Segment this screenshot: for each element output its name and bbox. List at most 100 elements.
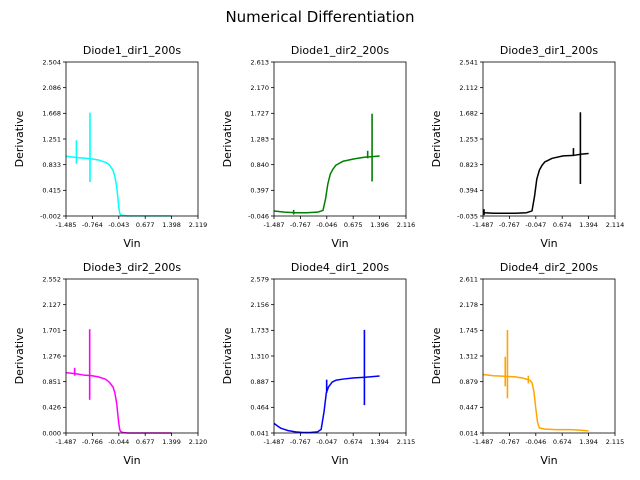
y-tick-label: 0.426 xyxy=(42,404,61,412)
x-tick-label: 1.394 xyxy=(579,438,598,446)
x-tick-label: -0.767 xyxy=(499,221,520,229)
y-tick-label: 0.887 xyxy=(250,378,269,386)
figure-title: Numerical Differentiation xyxy=(225,8,414,26)
y-tick-label: -0.035 xyxy=(457,212,478,220)
y-tick-label: 1.682 xyxy=(459,110,478,118)
y-tick-label: 1.668 xyxy=(42,110,61,118)
y-tick-label: 0.464 xyxy=(250,404,269,412)
subplot-title: Diode1_dir2_200s xyxy=(291,44,390,57)
x-axis-label: Vin xyxy=(123,237,140,250)
series-line xyxy=(482,373,589,432)
x-tick-label: -0.767 xyxy=(290,438,311,446)
x-tick-label: -0.766 xyxy=(82,438,103,446)
y-axis-label: Derivative xyxy=(430,327,443,384)
y-tick-label: 2.127 xyxy=(42,301,61,309)
y-tick-label: 2.112 xyxy=(459,84,478,92)
axes-frame xyxy=(482,61,616,217)
x-tick-label: 1.398 xyxy=(162,221,181,229)
y-tick-label: 2.504 xyxy=(42,58,61,66)
subplot-4: Diode3_dir2_200s -1.487 -0.766 -0.044 0.677 1… xyxy=(13,261,207,467)
x-tick-label: -0.764 xyxy=(82,221,103,229)
x-tick-label: -0.767 xyxy=(290,221,311,229)
x-tick-label: 0.675 xyxy=(344,221,363,229)
subplot-title: Diode3_dir1_200s xyxy=(500,44,599,57)
y-tick-label: 1.733 xyxy=(250,327,269,335)
y-tick-label: 1.310 xyxy=(250,352,269,360)
subplot-title: Diode3_dir2_200s xyxy=(83,261,182,274)
y-tick-label: 0.000 xyxy=(42,429,61,437)
x-tick-label: -0.046 xyxy=(525,438,546,446)
axes-frame xyxy=(273,278,407,434)
y-tick-label: 0.397 xyxy=(250,187,269,195)
y-tick-label: 1.251 xyxy=(42,135,61,143)
y-tick-label: 2.579 xyxy=(250,275,269,283)
y-tick-label: 0.041 xyxy=(250,429,269,437)
x-axis-label: Vin xyxy=(540,454,557,467)
y-tick-label: 1.701 xyxy=(42,327,61,335)
y-tick-label: 2.552 xyxy=(42,275,61,283)
x-axis-label: Vin xyxy=(123,454,140,467)
y-tick-label: 2.178 xyxy=(459,301,478,309)
x-tick-label: 0.677 xyxy=(136,221,155,229)
x-axis-label: Vin xyxy=(540,237,557,250)
subplot-title: Diode4_dir1_200s xyxy=(291,261,390,274)
x-tick-label: 2.115 xyxy=(397,438,416,446)
subplot-1: Diode1_dir1_200s -1.485 -0.764 -0.043 0.677 1… xyxy=(13,44,207,250)
y-tick-label: 2.541 xyxy=(459,58,478,66)
y-tick-label: 2.613 xyxy=(250,58,269,66)
y-tick-label: 2.611 xyxy=(459,275,478,283)
x-tick-label: -0.047 xyxy=(525,221,546,229)
x-tick-label: -1.487 xyxy=(264,221,285,229)
y-tick-label: 0.415 xyxy=(42,187,61,195)
y-axis-label: Derivative xyxy=(13,327,26,384)
y-tick-label: 1.276 xyxy=(42,352,61,360)
y-tick-label: 0.014 xyxy=(459,429,478,437)
y-tick-label: 2.086 xyxy=(42,84,61,92)
y-axis-label: Derivative xyxy=(221,110,234,167)
x-tick-label: 2.120 xyxy=(189,438,208,446)
y-axis-label: Derivative xyxy=(430,110,443,167)
y-tick-label: -0.002 xyxy=(40,212,61,220)
x-tick-label: -0.047 xyxy=(316,438,337,446)
x-tick-label: 2.114 xyxy=(606,221,625,229)
axes-frame xyxy=(65,61,199,217)
x-tick-label: -0.043 xyxy=(108,221,129,229)
subplot-2: Diode1_dir2_200s -1.487 -0.767 -0.046 0.675 1… xyxy=(221,44,415,250)
axes-frame xyxy=(482,278,616,434)
series-line xyxy=(482,152,589,215)
axes-frame xyxy=(65,278,199,434)
x-tick-label: 1.394 xyxy=(579,221,598,229)
y-tick-label: 0.851 xyxy=(42,378,61,386)
y-tick-label: 0.840 xyxy=(250,161,269,169)
x-tick-label: 1.396 xyxy=(370,221,389,229)
subplot-grid: Diode1_dir1_200s -1.485 -0.764 -0.043 0.677 1… xyxy=(13,44,624,467)
x-tick-label: 2.115 xyxy=(606,438,625,446)
x-tick-label: -1.485 xyxy=(56,221,77,229)
y-tick-label: 0.823 xyxy=(459,161,478,169)
series-line xyxy=(65,371,172,434)
y-tick-label: 1.253 xyxy=(459,135,478,143)
y-tick-label: -0.046 xyxy=(248,212,269,220)
x-tick-label: 0.677 xyxy=(136,438,155,446)
x-tick-label: 2.119 xyxy=(189,221,208,229)
x-tick-label: 0.674 xyxy=(553,438,572,446)
x-tick-label: -0.046 xyxy=(316,221,337,229)
y-tick-label: 1.283 xyxy=(250,135,269,143)
x-tick-label: 0.674 xyxy=(553,221,572,229)
y-tick-label: 0.879 xyxy=(459,378,478,386)
axes-frame xyxy=(273,61,407,217)
x-tick-label: -0.767 xyxy=(499,438,520,446)
y-tick-label: 1.312 xyxy=(459,352,478,360)
x-tick-label: -1.487 xyxy=(56,438,77,446)
x-axis-label: Vin xyxy=(331,454,348,467)
x-axis-label: Vin xyxy=(331,237,348,250)
series-line xyxy=(65,155,172,217)
subplot-3: Diode3_dir1_200s -1.487 -0.767 -0.047 0.674 1… xyxy=(430,44,624,250)
series-line xyxy=(273,375,380,434)
y-axis-label: Derivative xyxy=(221,327,234,384)
y-tick-label: 1.727 xyxy=(250,110,269,118)
x-tick-label: -0.044 xyxy=(108,438,129,446)
x-tick-label: 2.116 xyxy=(397,221,416,229)
x-tick-label: 1.394 xyxy=(370,438,389,446)
x-tick-label: 1.399 xyxy=(162,438,181,446)
